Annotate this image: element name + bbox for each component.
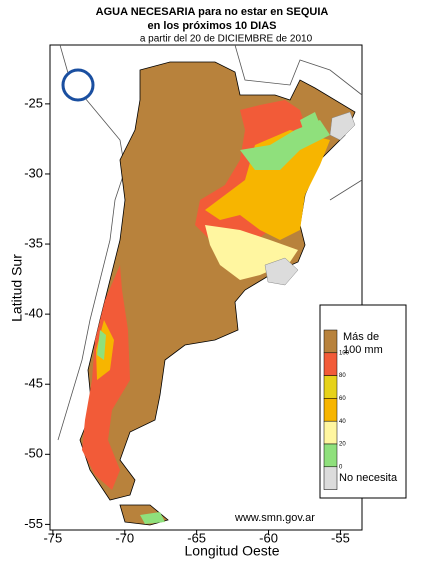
zone-green — [97, 330, 106, 360]
zone-red — [82, 265, 130, 490]
neighbor-border — [57, 44, 363, 441]
x-tick-label: -60 — [259, 530, 278, 545]
legend-level: 80 — [339, 373, 346, 379]
y-tick-label: -50 — [24, 446, 43, 461]
title-line: a partir del 20 de DICIEMBRE de 2010 — [140, 34, 313, 45]
axis-ticks: -75 -70 -65 -60 -55 -25 -30 -35 -40 -45 -50 -55 — [24, 95, 350, 545]
x-axis-label: Longitud Oeste — [185, 543, 280, 559]
zone-green — [140, 512, 165, 524]
y-tick-label: -30 — [24, 165, 43, 180]
legend-level: 60 — [339, 396, 346, 402]
legend-title: Más de — [343, 331, 379, 343]
legend-swatch — [323, 352, 338, 376]
x-tick-label: -65 — [187, 530, 206, 545]
x-tick-label: -70 — [115, 530, 134, 545]
legend-title: 100 mm — [343, 344, 383, 356]
zone-orange — [205, 130, 330, 240]
y-axis-label: Latitud Sur — [9, 254, 25, 322]
legend-swatch — [323, 420, 338, 445]
title-line: en los próximos 10 DIAS — [148, 20, 277, 32]
map — [49, 44, 363, 531]
y-tick-label: -40 — [24, 306, 43, 321]
legend-swatch — [323, 375, 338, 399]
zone-grey — [329, 111, 356, 141]
legend-level: 40 — [339, 419, 346, 425]
legend-swatch — [323, 329, 338, 354]
x-tick-label: -75 — [43, 530, 62, 545]
title-line: AGUA NECESARIA para no estar en SEQUIA — [96, 6, 329, 18]
legend-level: 0 — [339, 464, 343, 470]
legend-swatch — [323, 466, 338, 490]
legend-swatch — [323, 443, 338, 468]
legend-level: 100 — [339, 350, 350, 356]
legend-bottom-label: No necesita — [339, 472, 398, 484]
y-tick-label: -45 — [24, 376, 43, 391]
legend-swatch — [323, 398, 338, 422]
source: www.smn.gov.ar — [234, 512, 315, 524]
zone-grey — [264, 257, 299, 286]
zone-green — [300, 112, 322, 135]
y-tick-label: -55 — [24, 516, 43, 531]
y-tick-label: -35 — [24, 235, 43, 250]
y-tick-label: -25 — [24, 95, 43, 110]
logo — [61, 68, 95, 102]
x-tick-label: -55 — [331, 530, 350, 545]
legend-level: 20 — [339, 442, 346, 448]
